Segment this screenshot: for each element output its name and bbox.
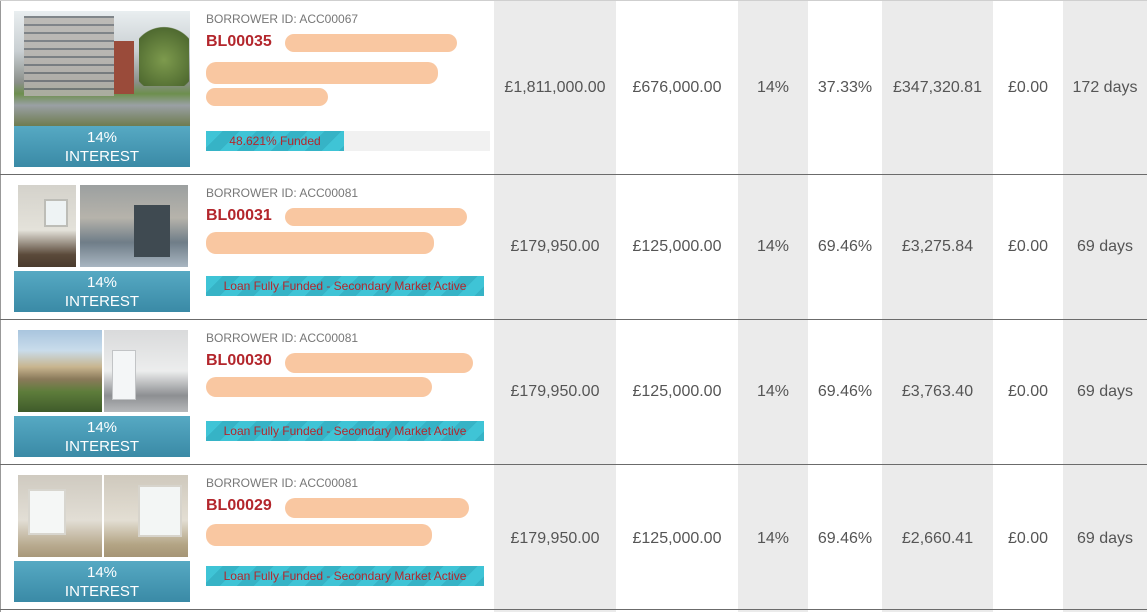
borrower-id: BORROWER ID: ACC00081	[206, 186, 359, 200]
interest-rate-cell: 14%	[738, 1, 808, 175]
balance-cell: £0.00	[993, 320, 1063, 464]
interest-rate: 14%	[86, 274, 118, 291]
loan-ref-link[interactable]: BL00031	[206, 207, 272, 224]
redacted-address	[206, 377, 432, 397]
interest-label: INTEREST	[64, 293, 140, 310]
redacted-address	[206, 524, 432, 546]
loan-ref-link[interactable]: BL00029	[206, 497, 272, 514]
interest-rate-cell: 14%	[738, 465, 808, 612]
borrower-id: BORROWER ID: ACC00067	[206, 12, 359, 26]
interest-label: INTEREST	[64, 438, 140, 455]
loan-row[interactable]: 14% INTEREST BORROWER ID: ACC00081 BL000…	[0, 174, 1147, 319]
property-photo[interactable]	[14, 475, 190, 557]
term-cell: 69 days	[1063, 320, 1147, 464]
interest-badge: 14% INTEREST	[14, 271, 190, 312]
funding-progress-bar: 48.621% Funded	[206, 131, 344, 151]
term-cell: 69 days	[1063, 465, 1147, 612]
loan-amount: £676,000.00	[616, 1, 738, 175]
loan-amount: £125,000.00	[616, 320, 738, 464]
borrower-id: BORROWER ID: ACC00081	[206, 476, 359, 490]
ltv-cell: 69.46%	[808, 175, 882, 319]
property-value: £1,811,000.00	[494, 1, 616, 175]
interest-due-cell: £347,320.81	[882, 1, 993, 175]
loan-ref-link[interactable]: BL00030	[206, 352, 272, 369]
balance-cell: £0.00	[993, 1, 1063, 175]
loan-row[interactable]: 14% INTEREST BORROWER ID: ACC00067 BL000…	[0, 0, 1147, 175]
interest-due-cell: £3,275.84	[882, 175, 993, 319]
loan-amount: £125,000.00	[616, 465, 738, 612]
interest-label: INTEREST	[64, 148, 140, 165]
funding-progress-bar: Loan Fully Funded - Secondary Market Act…	[206, 421, 484, 441]
loan-ref-link[interactable]: BL00035	[206, 33, 272, 50]
property-photo[interactable]	[14, 185, 190, 267]
interest-badge: 14% INTEREST	[14, 561, 190, 602]
loan-row[interactable]: 14% INTEREST BORROWER ID: ACC00081 BL000…	[0, 464, 1147, 612]
interest-rate-cell: 14%	[738, 320, 808, 464]
interest-due-cell: £3,763.40	[882, 320, 993, 464]
property-photo[interactable]	[14, 330, 190, 412]
loan-row[interactable]: 14% INTEREST BORROWER ID: ACC00081 BL000…	[0, 319, 1147, 464]
redacted-address	[285, 353, 473, 373]
interest-rate: 14%	[86, 564, 118, 581]
interest-rate: 14%	[86, 129, 118, 146]
redacted-address	[206, 88, 328, 106]
interest-rate-cell: 14%	[738, 175, 808, 319]
funding-progress-bar: Loan Fully Funded - Secondary Market Act…	[206, 276, 484, 296]
loan-amount: £125,000.00	[616, 175, 738, 319]
funding-progress-bar: Loan Fully Funded - Secondary Market Act…	[206, 566, 484, 586]
balance-cell: £0.00	[993, 175, 1063, 319]
redacted-address	[206, 62, 438, 84]
borrower-id: BORROWER ID: ACC00081	[206, 331, 359, 345]
property-value: £179,950.00	[494, 175, 616, 319]
interest-label: INTEREST	[64, 583, 140, 600]
property-photo[interactable]	[14, 11, 190, 126]
term-cell: 172 days	[1063, 1, 1147, 175]
redacted-address	[285, 498, 469, 518]
interest-badge: 14% INTEREST	[14, 416, 190, 457]
property-value: £179,950.00	[494, 320, 616, 464]
redacted-address	[206, 232, 434, 254]
redacted-address	[285, 208, 467, 226]
redacted-address	[285, 34, 457, 52]
ltv-cell: 69.46%	[808, 320, 882, 464]
interest-due-cell: £2,660.41	[882, 465, 993, 612]
term-cell: 69 days	[1063, 175, 1147, 319]
ltv-cell: 37.33%	[808, 1, 882, 175]
ltv-cell: 69.46%	[808, 465, 882, 612]
property-value: £179,950.00	[494, 465, 616, 612]
interest-badge: 14% INTEREST	[14, 126, 190, 167]
balance-cell: £0.00	[993, 465, 1063, 612]
interest-rate: 14%	[86, 419, 118, 436]
